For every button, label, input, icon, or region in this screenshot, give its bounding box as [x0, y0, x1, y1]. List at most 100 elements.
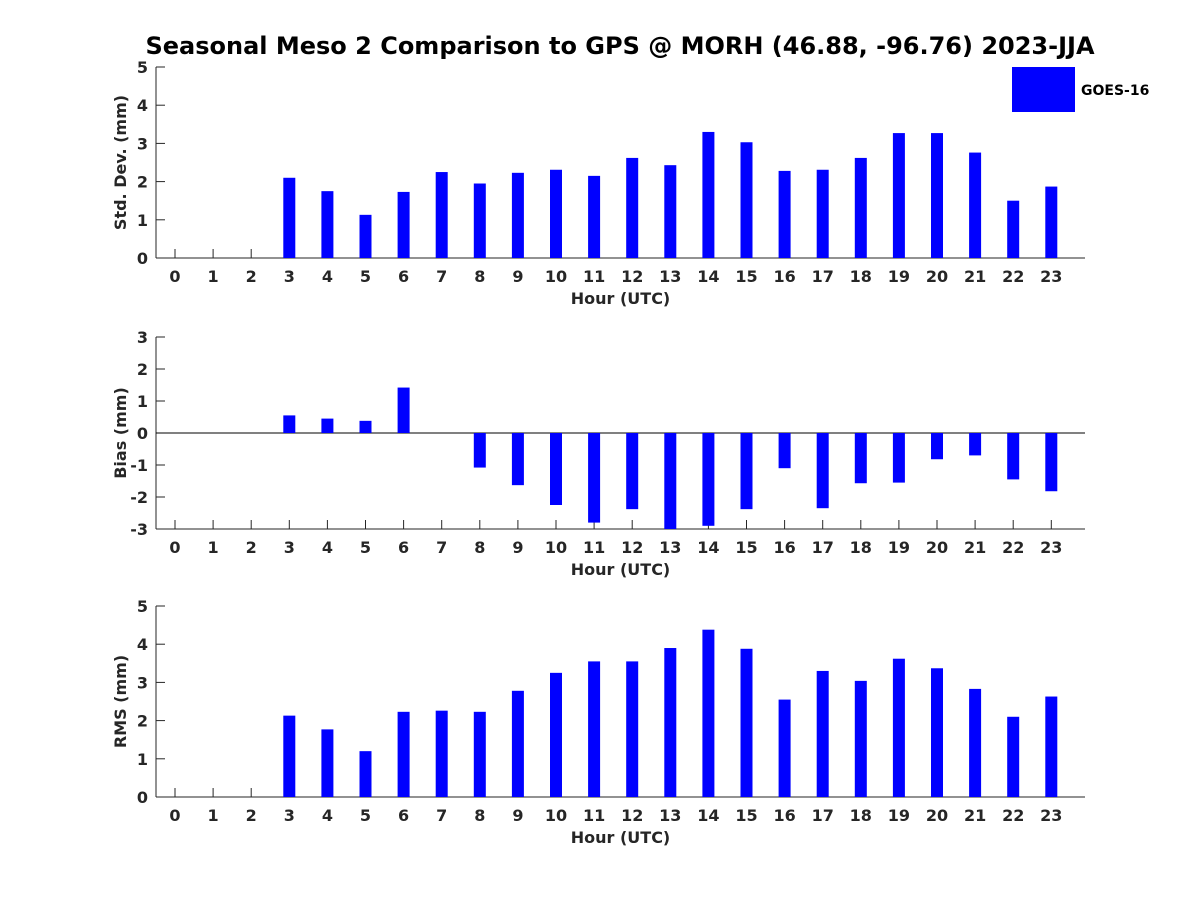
- x-tick-label: 14: [697, 538, 719, 557]
- y-tick-label: 0: [137, 424, 148, 443]
- x-tick-label: 6: [398, 267, 409, 286]
- x-axis-label: Hour (UTC): [571, 560, 671, 579]
- bar: [473, 711, 486, 797]
- x-tick-label: 16: [773, 538, 795, 557]
- bar: [664, 165, 677, 258]
- bar: [473, 183, 486, 258]
- x-tick-label: 16: [773, 806, 795, 825]
- x-tick-label: 3: [284, 538, 295, 557]
- x-tick-label: 8: [474, 267, 485, 286]
- bar: [1007, 716, 1020, 797]
- y-tick-label: 1: [137, 392, 148, 411]
- y-tick-label: 0: [137, 249, 148, 268]
- y-tick-label: 4: [137, 96, 148, 115]
- x-tick-label: 9: [512, 806, 523, 825]
- y-tick-label: 1: [137, 211, 148, 230]
- y-tick-label: 4: [137, 635, 148, 654]
- bar: [397, 711, 410, 797]
- bar: [550, 169, 562, 258]
- bar: [816, 433, 829, 509]
- x-tick-label: 15: [735, 538, 757, 557]
- x-tick-label: 17: [812, 806, 834, 825]
- x-tick-label: 13: [659, 806, 681, 825]
- x-tick-label: 11: [583, 267, 605, 286]
- x-tick-label: 20: [926, 806, 948, 825]
- x-tick-label: 0: [169, 267, 180, 286]
- y-axis-label: RMS (mm): [111, 655, 130, 748]
- bar: [1045, 696, 1058, 797]
- x-tick-label: 9: [512, 538, 523, 557]
- y-tick-label: 3: [137, 134, 148, 153]
- bar: [550, 672, 562, 797]
- x-tick-label: 23: [1040, 538, 1062, 557]
- legend: GOES-16: [1012, 67, 1149, 112]
- x-tick-label: 18: [850, 538, 872, 557]
- x-tick-label: 19: [888, 538, 910, 557]
- bar: [511, 172, 524, 258]
- bar: [664, 433, 677, 529]
- x-tick-label: 21: [964, 267, 986, 286]
- bar: [550, 433, 562, 505]
- bar: [931, 433, 943, 460]
- x-tick-label: 14: [697, 806, 719, 825]
- y-tick-label: 3: [137, 673, 148, 692]
- x-tick-label: 2: [246, 538, 257, 557]
- bar: [854, 433, 867, 484]
- x-tick-label: 10: [545, 538, 567, 557]
- bar: [931, 133, 943, 258]
- x-tick-label: 7: [436, 806, 447, 825]
- x-tick-label: 2: [246, 806, 257, 825]
- bar: [283, 715, 296, 797]
- bar: [283, 415, 296, 433]
- bar: [588, 175, 601, 258]
- bar: [778, 170, 791, 258]
- bar: [626, 661, 639, 797]
- x-axis-label: Hour (UTC): [571, 828, 671, 847]
- x-tick-label: 13: [659, 538, 681, 557]
- bar: [1045, 433, 1058, 492]
- x-axis-label: Hour (UTC): [571, 289, 671, 308]
- x-tick-label: 4: [322, 267, 333, 286]
- x-tick-label: 15: [735, 806, 757, 825]
- y-tick-label: 0: [137, 788, 148, 807]
- bar: [702, 629, 715, 797]
- x-tick-label: 5: [360, 267, 371, 286]
- bar: [778, 433, 791, 469]
- bar: [588, 433, 601, 523]
- bar: [969, 688, 982, 797]
- bar: [435, 172, 448, 258]
- x-tick-label: 12: [621, 267, 643, 286]
- x-tick-label: 5: [360, 538, 371, 557]
- bar: [626, 157, 639, 258]
- y-tick-label: -1: [130, 456, 148, 475]
- x-tick-label: 11: [583, 806, 605, 825]
- x-tick-label: 3: [284, 267, 295, 286]
- x-tick-label: 20: [926, 267, 948, 286]
- bar: [969, 433, 982, 456]
- bar: [854, 680, 867, 797]
- bar: [397, 387, 410, 433]
- bar: [740, 648, 753, 797]
- bar: [321, 418, 334, 433]
- x-tick-label: 9: [512, 267, 523, 286]
- bar: [511, 433, 524, 486]
- bar: [816, 670, 829, 797]
- bar: [1045, 186, 1058, 258]
- y-tick-label: 1: [137, 750, 148, 769]
- x-tick-label: 13: [659, 267, 681, 286]
- x-tick-label: 16: [773, 267, 795, 286]
- bar: [816, 169, 829, 258]
- bar: [702, 433, 715, 526]
- x-tick-label: 1: [208, 538, 219, 557]
- x-tick-label: 4: [322, 806, 333, 825]
- y-tick-label: -2: [130, 488, 148, 507]
- x-tick-label: 17: [812, 267, 834, 286]
- y-tick-label: 2: [137, 712, 148, 731]
- x-tick-label: 1: [208, 806, 219, 825]
- x-tick-label: 1: [208, 267, 219, 286]
- x-tick-label: 10: [545, 806, 567, 825]
- figure-title: Seasonal Meso 2 Comparison to GPS @ MORH…: [145, 32, 1094, 60]
